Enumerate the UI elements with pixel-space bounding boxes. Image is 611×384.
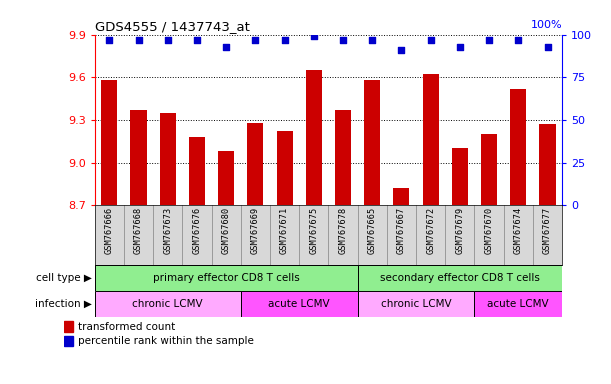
Text: infection ▶: infection ▶ <box>35 299 92 309</box>
Text: GSM767670: GSM767670 <box>485 207 494 255</box>
Bar <box>393 188 409 205</box>
Text: chronic LCMV: chronic LCMV <box>381 299 452 309</box>
Text: secondary effector CD8 T cells: secondary effector CD8 T cells <box>380 273 540 283</box>
Bar <box>95 291 241 317</box>
Text: GSM767669: GSM767669 <box>251 207 260 255</box>
Bar <box>277 131 293 205</box>
Text: GDS4555 / 1437743_at: GDS4555 / 1437743_at <box>95 20 249 33</box>
Text: acute LCMV: acute LCMV <box>488 299 549 309</box>
Bar <box>357 291 475 317</box>
Bar <box>452 149 468 205</box>
Bar <box>335 110 351 205</box>
Text: GSM767671: GSM767671 <box>280 207 289 255</box>
Point <box>338 36 348 43</box>
Bar <box>131 110 147 205</box>
Bar <box>306 70 322 205</box>
Text: acute LCMV: acute LCMV <box>268 299 330 309</box>
Point <box>104 36 114 43</box>
Bar <box>475 291 562 317</box>
Text: cell type ▶: cell type ▶ <box>36 273 92 283</box>
Bar <box>189 137 205 205</box>
Point <box>455 43 465 50</box>
Text: GSM767676: GSM767676 <box>192 207 202 255</box>
Point <box>280 36 290 43</box>
Text: GSM767672: GSM767672 <box>426 207 435 255</box>
Text: GSM767666: GSM767666 <box>105 207 114 255</box>
Text: GSM767665: GSM767665 <box>368 207 377 255</box>
Bar <box>540 124 555 205</box>
Text: percentile rank within the sample: percentile rank within the sample <box>78 336 254 346</box>
Bar <box>357 265 562 291</box>
Bar <box>481 134 497 205</box>
Bar <box>364 80 380 205</box>
Text: GSM767678: GSM767678 <box>338 207 348 255</box>
Text: transformed count: transformed count <box>78 321 175 332</box>
Bar <box>218 151 234 205</box>
Text: GSM767675: GSM767675 <box>309 207 318 255</box>
Text: GSM767679: GSM767679 <box>455 207 464 255</box>
Point <box>484 36 494 43</box>
Bar <box>159 113 176 205</box>
Text: GSM767673: GSM767673 <box>163 207 172 255</box>
Bar <box>510 89 526 205</box>
Bar <box>241 291 357 317</box>
Bar <box>247 123 263 205</box>
Bar <box>95 265 357 291</box>
Point <box>426 36 436 43</box>
Point <box>163 36 173 43</box>
Point <box>251 36 260 43</box>
Bar <box>64 321 73 332</box>
Point <box>397 47 406 53</box>
Point <box>192 36 202 43</box>
Point <box>367 36 377 43</box>
Point <box>513 36 523 43</box>
Bar <box>64 336 73 346</box>
Text: primary effector CD8 T cells: primary effector CD8 T cells <box>153 273 299 283</box>
Text: 100%: 100% <box>530 20 562 30</box>
Text: GSM767680: GSM767680 <box>222 207 231 255</box>
Point <box>134 36 144 43</box>
Text: GSM767674: GSM767674 <box>514 207 523 255</box>
Text: GSM767667: GSM767667 <box>397 207 406 255</box>
Text: GSM767677: GSM767677 <box>543 207 552 255</box>
Point <box>221 43 231 50</box>
Point <box>309 33 319 39</box>
Text: GSM767668: GSM767668 <box>134 207 143 255</box>
Text: chronic LCMV: chronic LCMV <box>133 299 203 309</box>
Bar <box>101 80 117 205</box>
Point <box>543 43 552 50</box>
Bar <box>423 74 439 205</box>
